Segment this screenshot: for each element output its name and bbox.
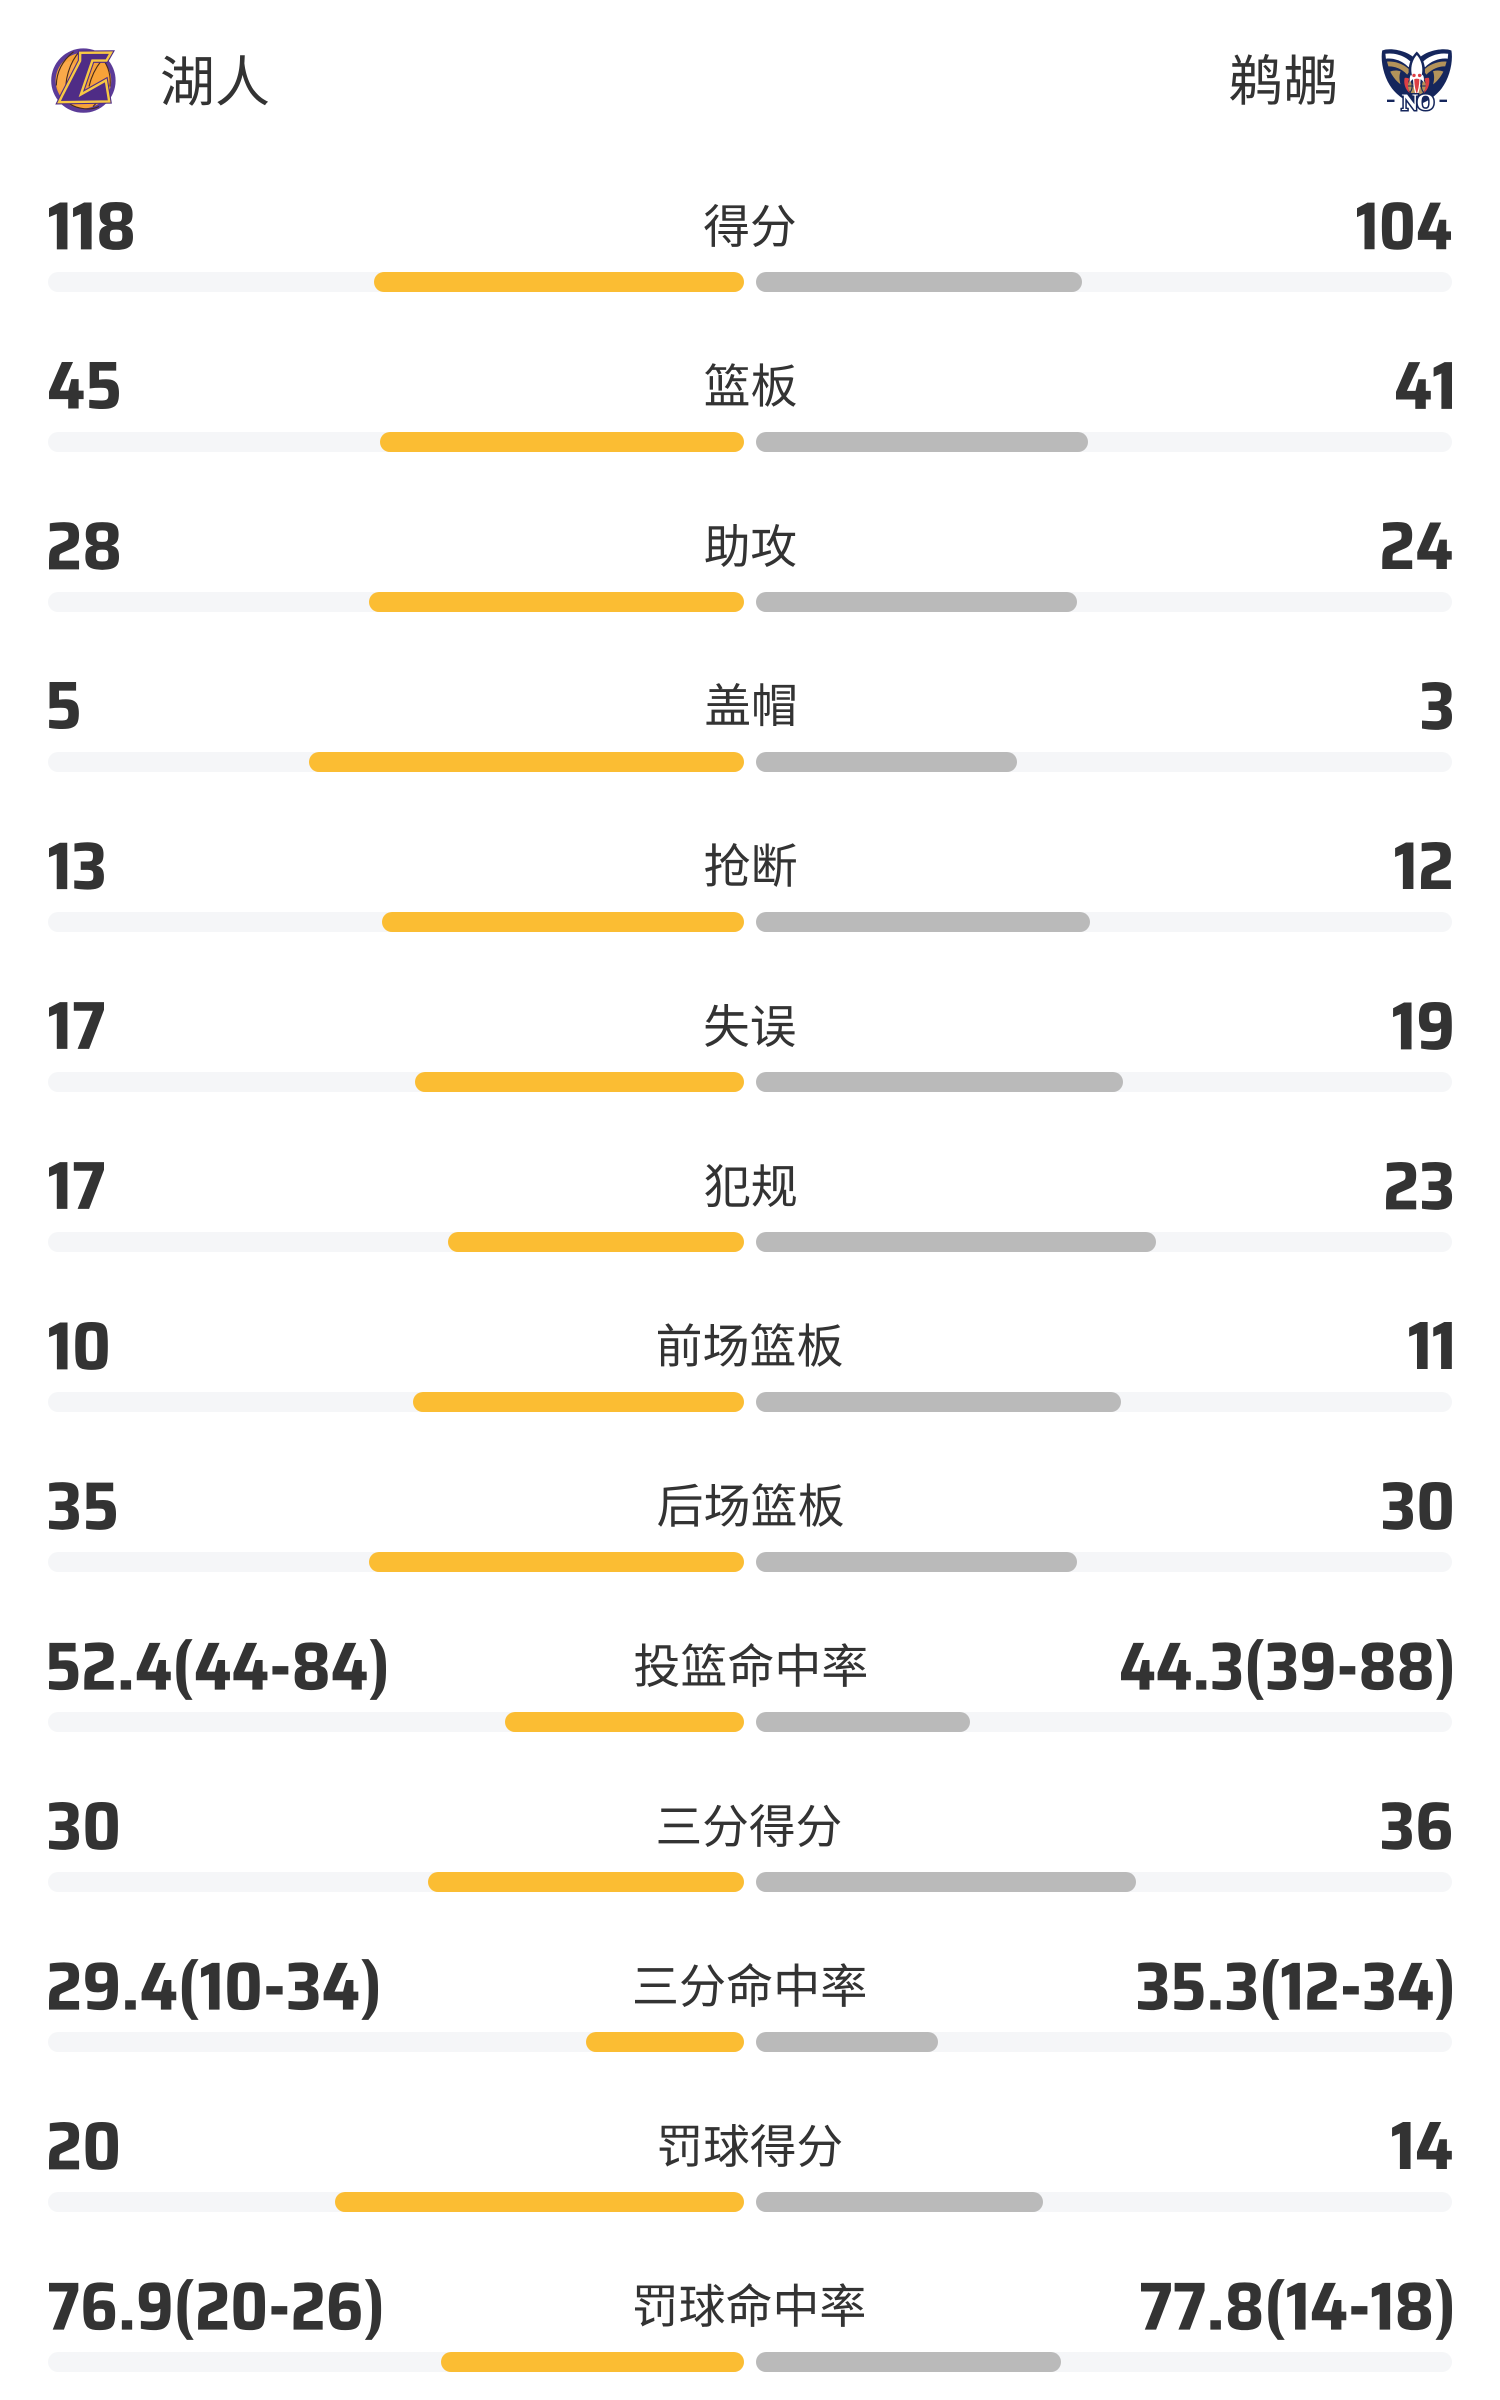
svg-text:NO: NO: [1402, 90, 1434, 115]
